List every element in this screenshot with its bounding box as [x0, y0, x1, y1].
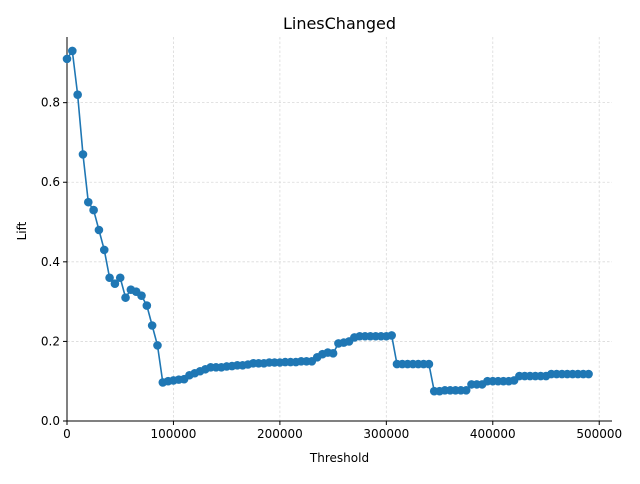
x-tick-label: 500000 [576, 427, 622, 441]
data-point [584, 369, 593, 379]
data-point [73, 90, 82, 99]
data-point [121, 293, 130, 302]
data-point [461, 386, 471, 395]
x-tick-label: 200000 [257, 427, 303, 441]
x-tick-label: 0 [63, 427, 71, 441]
x-axis-label: Threshold [309, 451, 369, 465]
data-point [110, 279, 120, 289]
axes: 0 100000 200000 300000 400000 500000 0.0 0.2 0.4… [41, 37, 622, 441]
series [62, 46, 593, 396]
data-point [142, 301, 152, 310]
data-point [99, 245, 109, 255]
data-point [62, 54, 72, 64]
data-point [137, 291, 146, 300]
y-tick-label: 0.2 [41, 334, 60, 348]
data-point [94, 225, 104, 235]
data-point [68, 46, 77, 56]
grid [67, 37, 612, 421]
series-line [66, 48, 589, 392]
data-point [115, 273, 125, 283]
data-point [153, 341, 162, 350]
data-point [147, 321, 157, 330]
data-point [328, 349, 338, 358]
data-point [424, 359, 434, 369]
data-point [105, 273, 114, 283]
chart-title: LinesChanged [283, 14, 396, 33]
y-tick-label: 0.6 [41, 175, 60, 189]
y-tick-label: 0.4 [41, 255, 60, 269]
x-tick-label: 400000 [470, 427, 516, 441]
y-axis-label: Lift [15, 221, 29, 240]
data-point [83, 197, 93, 207]
data-point [89, 205, 98, 215]
x-tick-label: 100000 [151, 427, 197, 441]
x-tick-label: 300000 [363, 427, 409, 441]
y-tick-label: 0.8 [41, 96, 60, 110]
data-point [387, 331, 396, 340]
y-tick-label: 0.0 [41, 414, 60, 428]
data-point [78, 150, 88, 159]
